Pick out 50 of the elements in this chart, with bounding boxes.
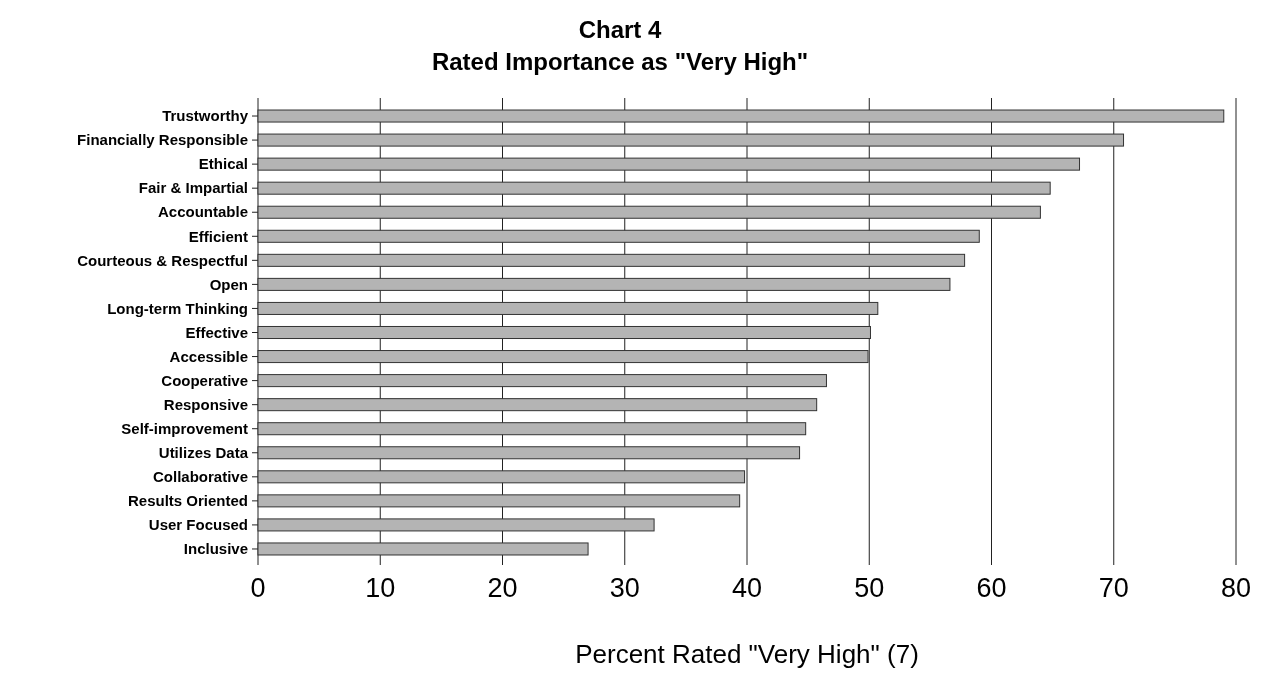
bar: [257, 542, 589, 556]
y-tick-label: Ethical: [198, 155, 248, 173]
bar: [257, 133, 1125, 147]
y-tick-label: Responsive: [163, 395, 248, 413]
x-tick-label: 70: [1098, 573, 1129, 603]
bar: [257, 374, 827, 388]
y-tick-label: Long-term Thinking: [107, 299, 248, 317]
bar: [257, 422, 807, 436]
y-tick-label: Self-improvement: [121, 419, 248, 437]
y-tick-label: Fair & Impartial: [138, 179, 248, 197]
bar: [257, 157, 1081, 171]
y-tick-label: Collaborative: [152, 468, 248, 486]
x-tick-label: 0: [250, 573, 266, 603]
y-tick-label: Courteous & Respectful: [77, 251, 248, 269]
bar: [257, 446, 801, 460]
y-tick-label: Accessible: [169, 347, 248, 365]
y-tick-label: Accountable: [157, 203, 248, 221]
bar: [257, 398, 818, 412]
bar: [257, 109, 1225, 123]
y-tick-label: Efficient: [188, 227, 248, 245]
bar: [257, 350, 869, 364]
bar: [257, 205, 1041, 219]
y-tick-label: Open: [209, 275, 248, 293]
x-tick-label: 40: [731, 573, 763, 603]
x-tick-label: 80: [1220, 573, 1252, 603]
x-tick-label: 50: [854, 573, 885, 603]
bar: [257, 470, 746, 484]
y-tick-label: User Focused: [148, 516, 248, 534]
y-tick-label: Effective: [185, 323, 248, 341]
bar: [257, 253, 966, 267]
bar: [257, 181, 1051, 195]
bar: [257, 518, 655, 532]
x-tick-label: 60: [976, 573, 1007, 603]
y-tick-label: Results Oriented: [127, 492, 248, 510]
y-tick-label: Cooperative: [161, 371, 248, 389]
y-tick-label: Inclusive: [183, 540, 248, 558]
bar: [257, 229, 980, 243]
x-axis-title: Percent Rated "Very High" (7): [575, 639, 919, 669]
chart-title: Chart 4: [578, 16, 662, 43]
x-tick-label: 30: [609, 573, 640, 603]
x-tick-label: 20: [487, 573, 518, 603]
chart-subtitle: Rated Importance as "Very High": [431, 48, 809, 75]
y-tick-label: Utilizes Data: [158, 444, 249, 462]
bar: [257, 277, 951, 291]
x-tick-label: 10: [365, 573, 396, 603]
y-tick-label: Trustworthy: [162, 107, 249, 125]
bar: [257, 325, 871, 340]
bar: [257, 301, 879, 315]
bar: [257, 494, 741, 508]
y-tick-label: Financially Responsible: [77, 131, 248, 149]
